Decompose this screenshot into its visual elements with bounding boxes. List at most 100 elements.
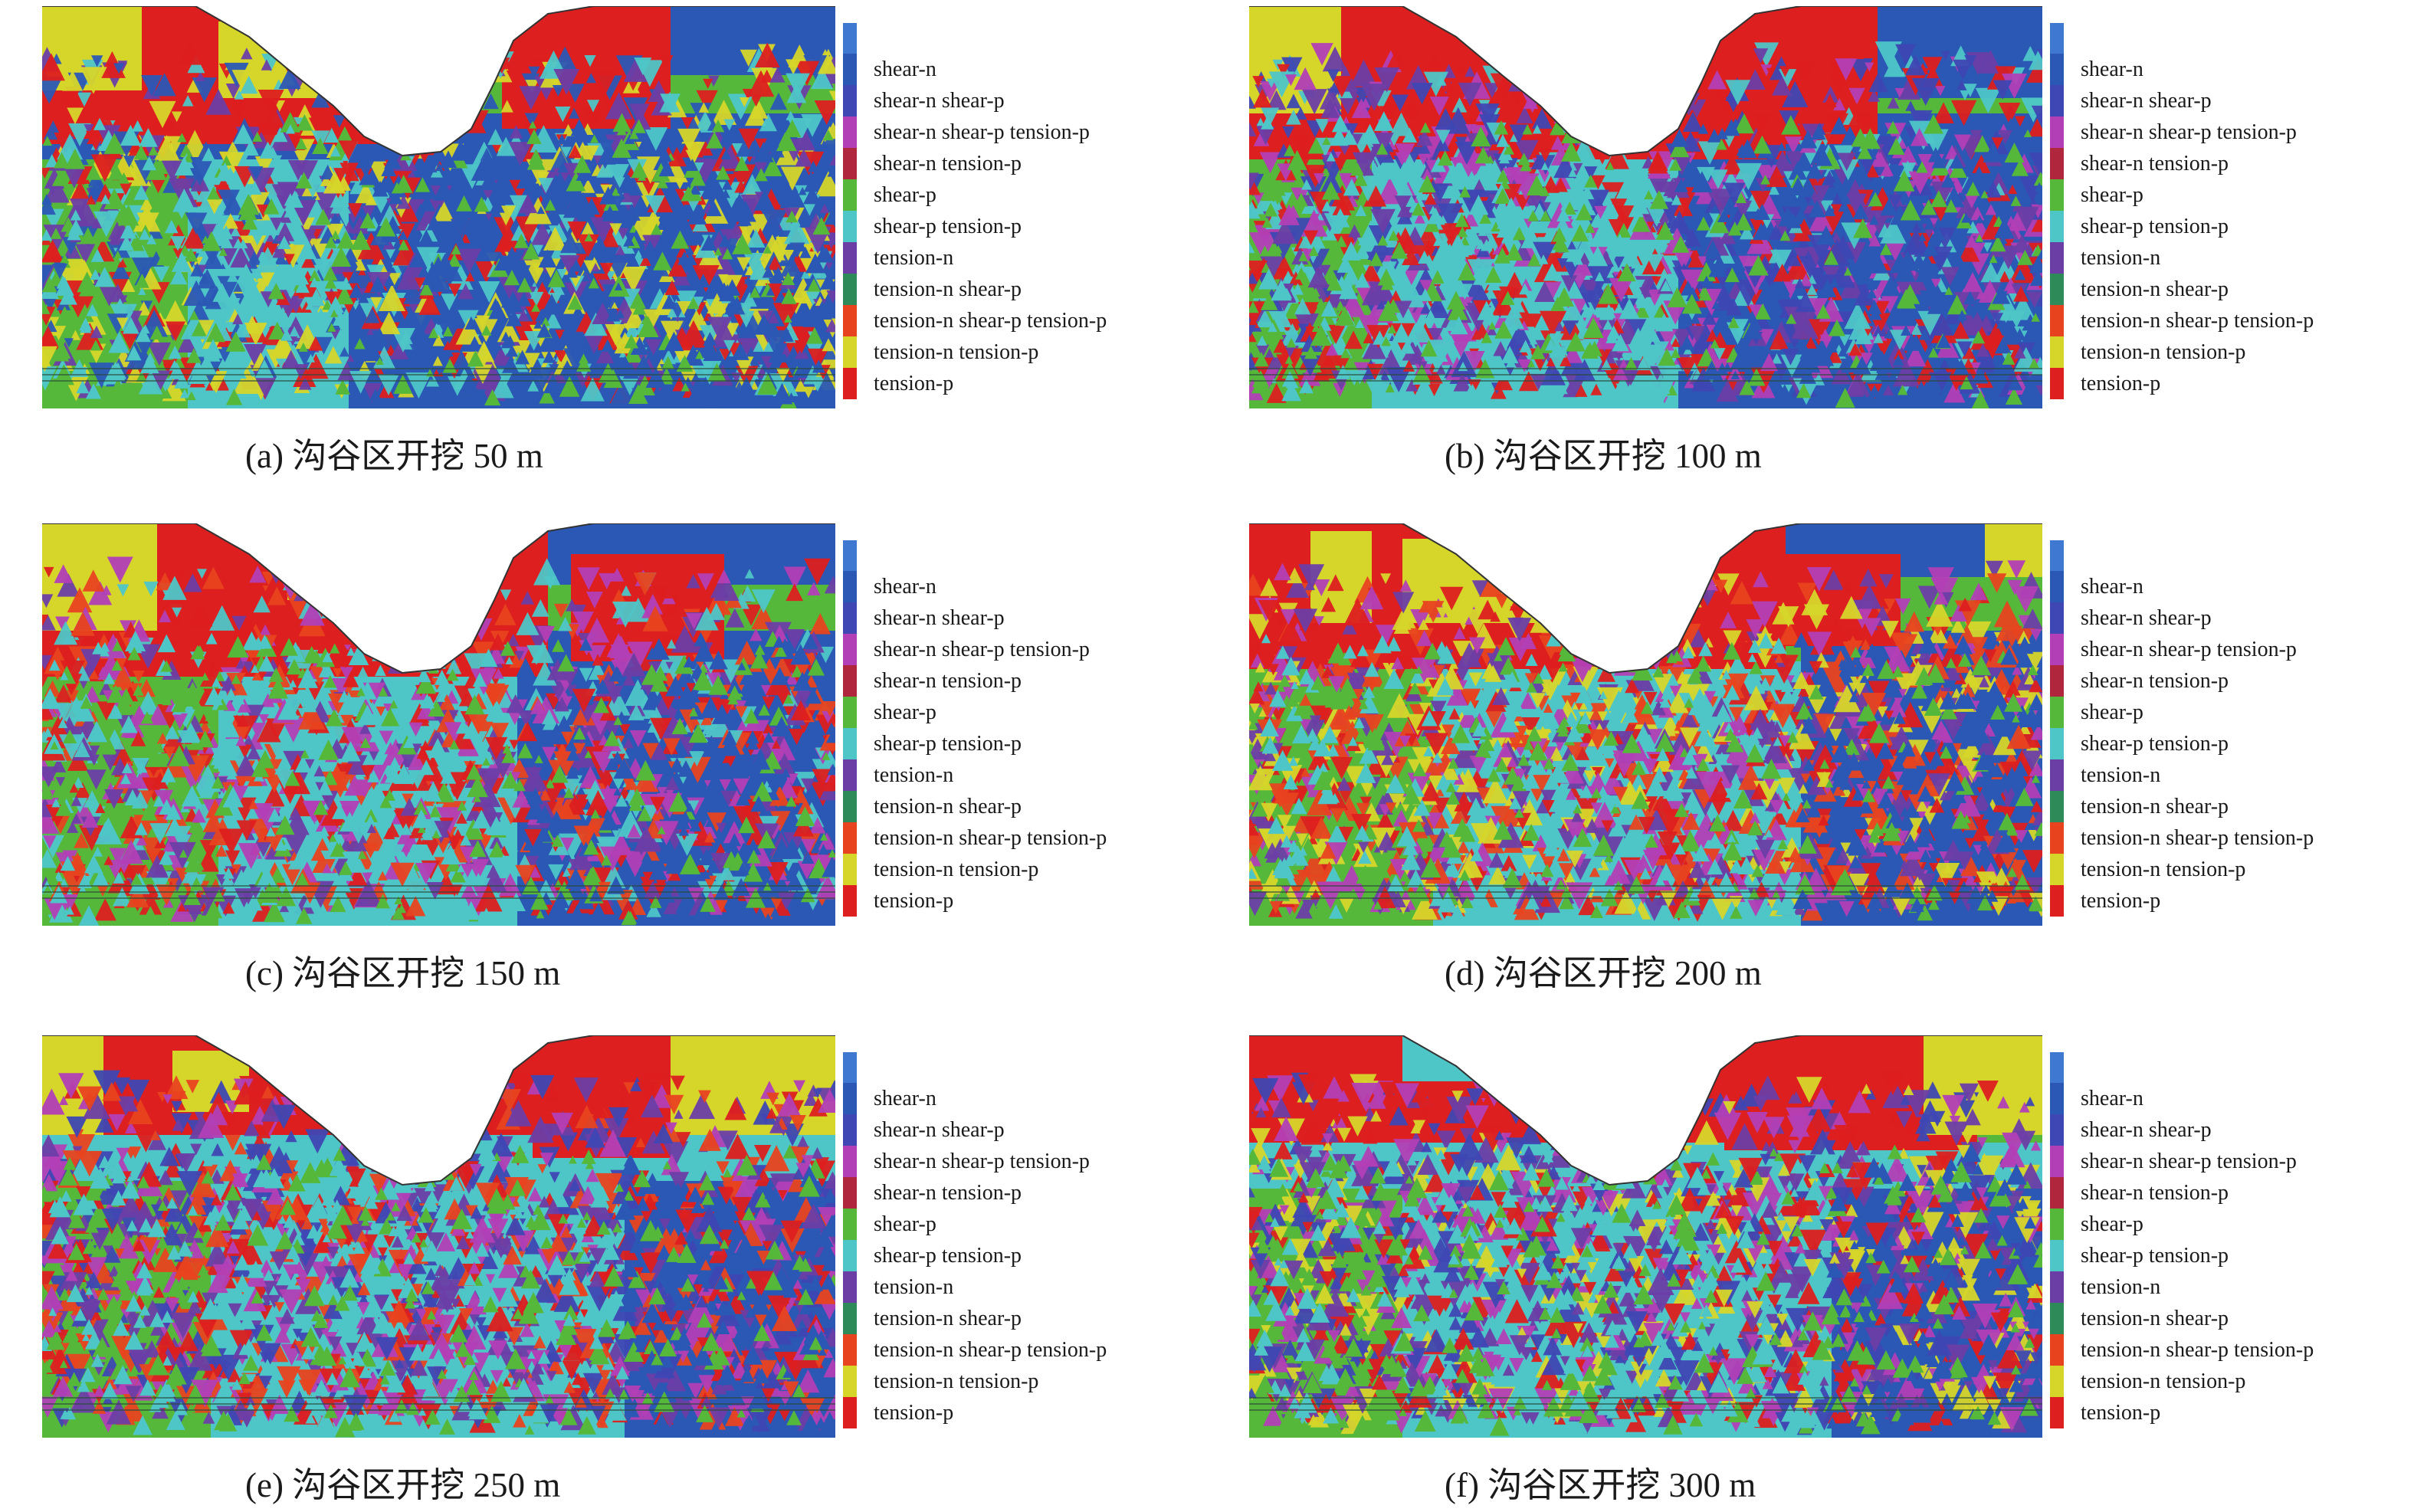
legend-label: shear-p: [2081, 183, 2143, 207]
legend-swatch: [2050, 1052, 2064, 1083]
legend-label: tension-n shear-p tension-p: [2081, 826, 2314, 850]
legend-swatch: [843, 665, 857, 697]
legend-label: shear-n tension-p: [2081, 669, 2229, 693]
legend-color-bar: [2050, 1052, 2064, 1428]
legend-swatch: [843, 1083, 857, 1114]
legend-color-bar: [843, 540, 857, 917]
figure-caption: (f) 沟谷区开挖 300 m: [1445, 1466, 1756, 1504]
legend-swatch: [843, 116, 857, 148]
legend-label: shear-p: [874, 183, 936, 207]
legend-label: tension-n shear-p tension-p: [874, 309, 1107, 333]
legend-label: tension-n shear-p: [874, 1307, 1022, 1330]
legend-label: tension-n: [2081, 763, 2161, 787]
legend-swatch: [843, 1209, 857, 1240]
legend-swatch: [843, 602, 857, 634]
legend-swatch: [843, 148, 857, 179]
legend-swatch: [2050, 1083, 2064, 1114]
legend-swatch: [843, 1114, 857, 1146]
legend-label: shear-p tension-p: [874, 732, 1022, 756]
legend-swatch: [843, 1271, 857, 1303]
legend-swatch: [843, 336, 857, 368]
legend-label: shear-n shear-p: [2081, 1118, 2212, 1142]
figure-caption: (b) 沟谷区开挖 100 m: [1445, 437, 1762, 475]
legend-label: tension-n tension-p: [874, 340, 1039, 364]
legend-label: tension-n tension-p: [2081, 1369, 2246, 1393]
panel-a: shear-n shear-n shear-p shear-n shear-p te…: [0, 0, 1207, 503]
legend-label: shear-n tension-p: [2081, 152, 2229, 175]
legend-swatch: [843, 854, 857, 885]
legend-swatch: [843, 1177, 857, 1209]
legend-swatch: [843, 23, 857, 54]
legend-swatch: [843, 54, 857, 85]
legend-swatch: [2050, 1334, 2064, 1366]
figure-caption: (e) 沟谷区开挖 250 m: [245, 1466, 561, 1504]
legend-label: tension-n tension-p: [874, 858, 1039, 881]
legend-swatch: [2050, 85, 2064, 116]
legend-label: shear-n shear-p tension-p: [2081, 120, 2297, 144]
legend-swatch: [2050, 1366, 2064, 1397]
legend-label: shear-p: [874, 700, 936, 724]
legend-label: shear-p tension-p: [2081, 215, 2229, 238]
legend-label: tension-p: [874, 889, 954, 913]
legend-color-bar: [2050, 23, 2064, 399]
legend-label: shear-n shear-p: [2081, 89, 2212, 113]
legend-label: tension-p: [2081, 889, 2161, 913]
plastic-zone-map: [42, 523, 835, 926]
legend-swatch: [2050, 116, 2064, 148]
figure-caption: (a) 沟谷区开挖 50 m: [245, 437, 543, 475]
legend-swatch: [843, 885, 857, 917]
legend-label: shear-n shear-p: [874, 606, 1005, 630]
legend-labels: shear-n shear-n shear-p shear-n shear-p te…: [2081, 1083, 2314, 1428]
legend-swatch: [2050, 305, 2064, 336]
legend-label: shear-n shear-p tension-p: [2081, 1150, 2297, 1173]
legend-label: tension-n: [2081, 246, 2161, 270]
legend-swatch: [2050, 368, 2064, 399]
plastic-zone-map: [1249, 1035, 2042, 1438]
legend-swatch: [2050, 1177, 2064, 1209]
legend-swatch: [843, 1366, 857, 1397]
legend-swatch: [2050, 211, 2064, 242]
legend-swatch: [843, 822, 857, 854]
legend-swatch: [843, 1303, 857, 1334]
legend-swatch: [2050, 23, 2064, 54]
legend-label: tension-n shear-p tension-p: [874, 826, 1107, 850]
legend-label: shear-n: [874, 575, 936, 599]
legend-label: tension-n shear-p: [2081, 795, 2229, 818]
legend-label: shear-n: [874, 1087, 936, 1110]
legend-swatch: [843, 211, 857, 242]
plastic-zone-map: [1249, 6, 2042, 408]
legend-labels: shear-n shear-n shear-p shear-n shear-p te…: [2081, 571, 2314, 917]
legend-label: shear-p: [874, 1212, 936, 1236]
panel-c: shear-n shear-n shear-p shear-n shear-p te…: [0, 517, 1207, 1021]
legend-swatch: [843, 791, 857, 822]
legend-label: tension-n shear-p: [874, 795, 1022, 818]
plastic-zone-map: [42, 1035, 835, 1438]
legend-swatch: [843, 571, 857, 602]
legend-swatch: [2050, 1271, 2064, 1303]
legend-label: shear-n shear-p: [874, 89, 1005, 113]
legend-label: tension-n shear-p: [2081, 1307, 2229, 1330]
figure-caption: (c) 沟谷区开挖 150 m: [245, 954, 561, 992]
legend-label: shear-p tension-p: [874, 215, 1022, 238]
legend-label: tension-p: [874, 372, 954, 395]
legend-label: shear-n tension-p: [874, 152, 1022, 175]
legend-color-bar: [843, 23, 857, 399]
legend-swatch: [843, 1240, 857, 1271]
legend-label: tension-p: [2081, 1401, 2161, 1425]
legend-label: tension-n shear-p tension-p: [874, 1338, 1107, 1362]
legend-swatch: [2050, 822, 2064, 854]
panel-e: shear-n shear-n shear-p shear-n shear-p te…: [0, 1029, 1207, 1512]
legend-swatch: [2050, 571, 2064, 602]
legend-swatch: [843, 179, 857, 211]
legend-swatch: [2050, 759, 2064, 791]
legend-swatch: [2050, 1397, 2064, 1428]
legend-label: shear-n shear-p tension-p: [874, 638, 1090, 661]
legend-color-bar: [2050, 540, 2064, 917]
legend-label: shear-p tension-p: [2081, 1244, 2229, 1268]
plastic-zone-map: [42, 6, 835, 408]
panel-d: shear-n shear-n shear-p shear-n shear-p te…: [1207, 517, 2414, 1021]
legend-swatch: [2050, 791, 2064, 822]
legend-swatch: [2050, 54, 2064, 85]
legend-swatch: [2050, 602, 2064, 634]
legend-label: tension-p: [874, 1401, 954, 1425]
